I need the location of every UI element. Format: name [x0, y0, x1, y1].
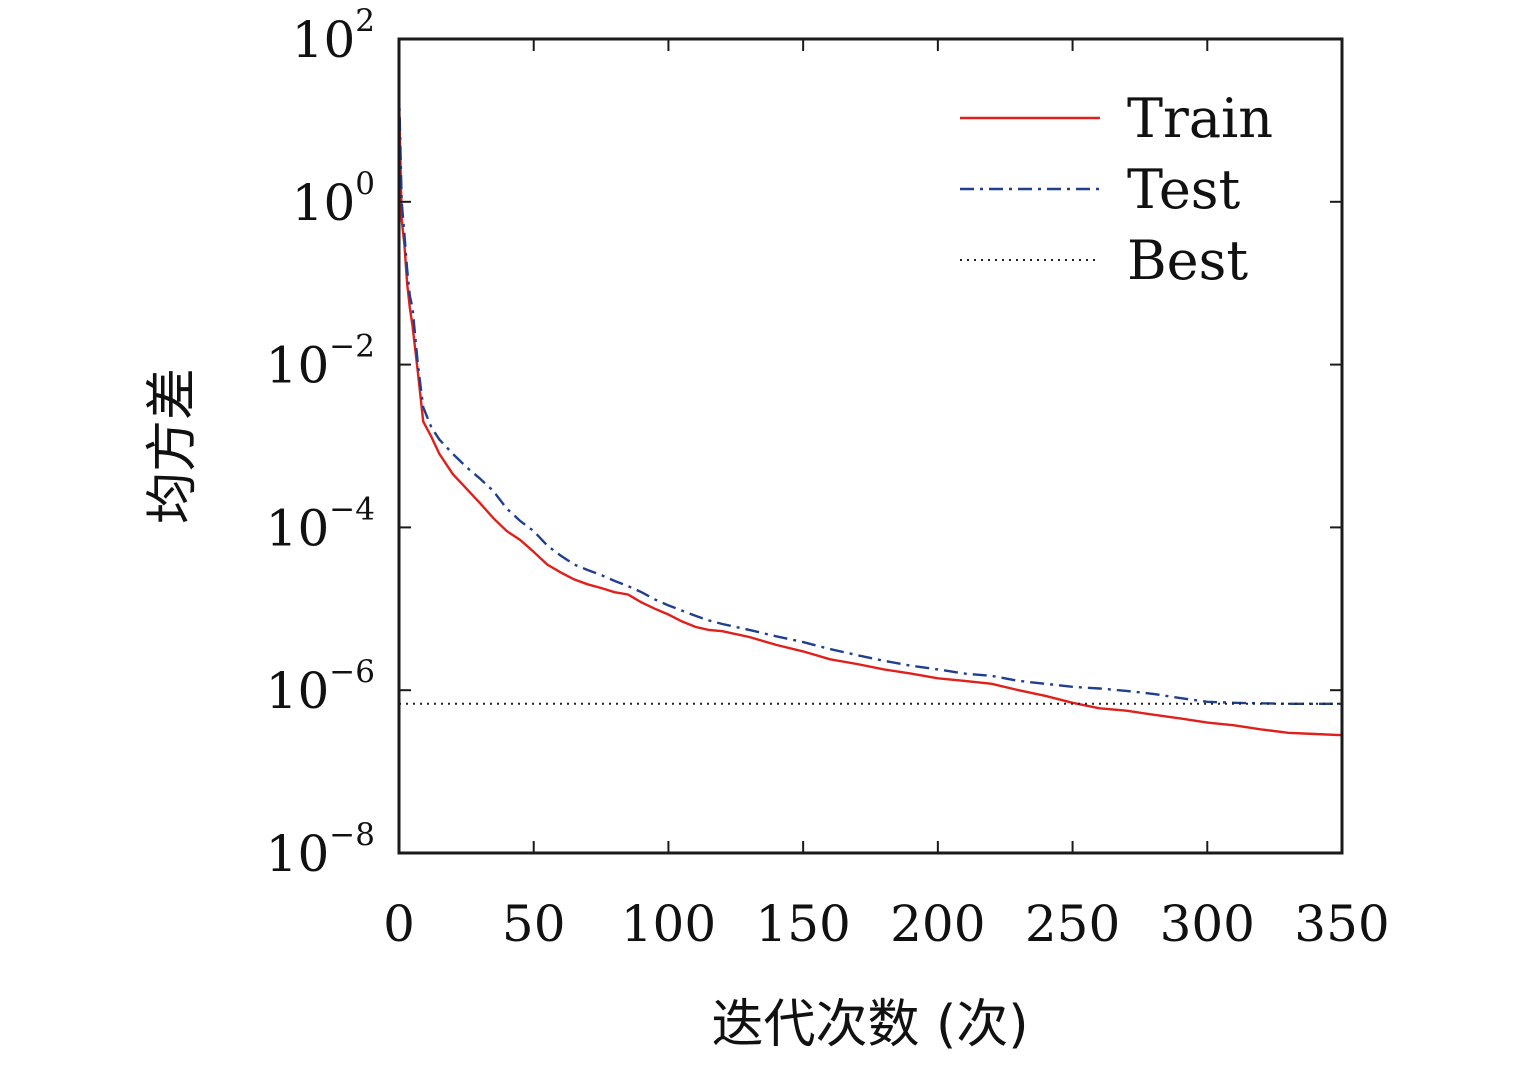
y-tick-label: 10−8: [266, 817, 375, 883]
series-line-train: [399, 95, 1342, 737]
series-line-test: [399, 87, 1342, 705]
y-tick-label: 100: [292, 166, 375, 232]
x-tick-label: 300: [1160, 895, 1255, 953]
series-layer: [399, 87, 1342, 737]
x-tick-label: 250: [1025, 895, 1120, 953]
x-axis: 0 50 100 150 200 250 300 350: [383, 39, 1390, 953]
y-tick-label: 102: [292, 3, 375, 69]
x-tick-label: 100: [621, 895, 716, 953]
plot-frame: [397, 37, 1344, 855]
legend-label-train: Train: [1127, 87, 1273, 150]
legend-label-best: Best: [1127, 229, 1248, 292]
y-tick-label: 10−6: [266, 654, 375, 720]
x-tick-label: 150: [755, 895, 850, 953]
legend: Train Test Best: [960, 87, 1273, 292]
y-tick-label: 10−2: [266, 329, 375, 395]
x-tick-label: 350: [1294, 895, 1389, 953]
y-axis-label: 均方差: [143, 368, 203, 524]
x-tick-label: 50: [502, 895, 566, 953]
x-tick-label: 0: [383, 895, 415, 953]
y-tick-label: 10−4: [266, 491, 375, 557]
y-axis: 102 100 10−2 10−4 10−6 10−8: [266, 3, 1342, 883]
x-tick-label: 200: [890, 895, 985, 953]
legend-label-test: Test: [1127, 158, 1240, 221]
x-axis-label: 迭代次数 (次): [711, 995, 1028, 1055]
